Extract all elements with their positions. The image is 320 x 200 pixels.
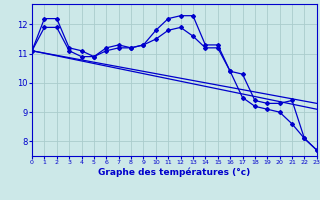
X-axis label: Graphe des températures (°c): Graphe des températures (°c) xyxy=(98,168,251,177)
